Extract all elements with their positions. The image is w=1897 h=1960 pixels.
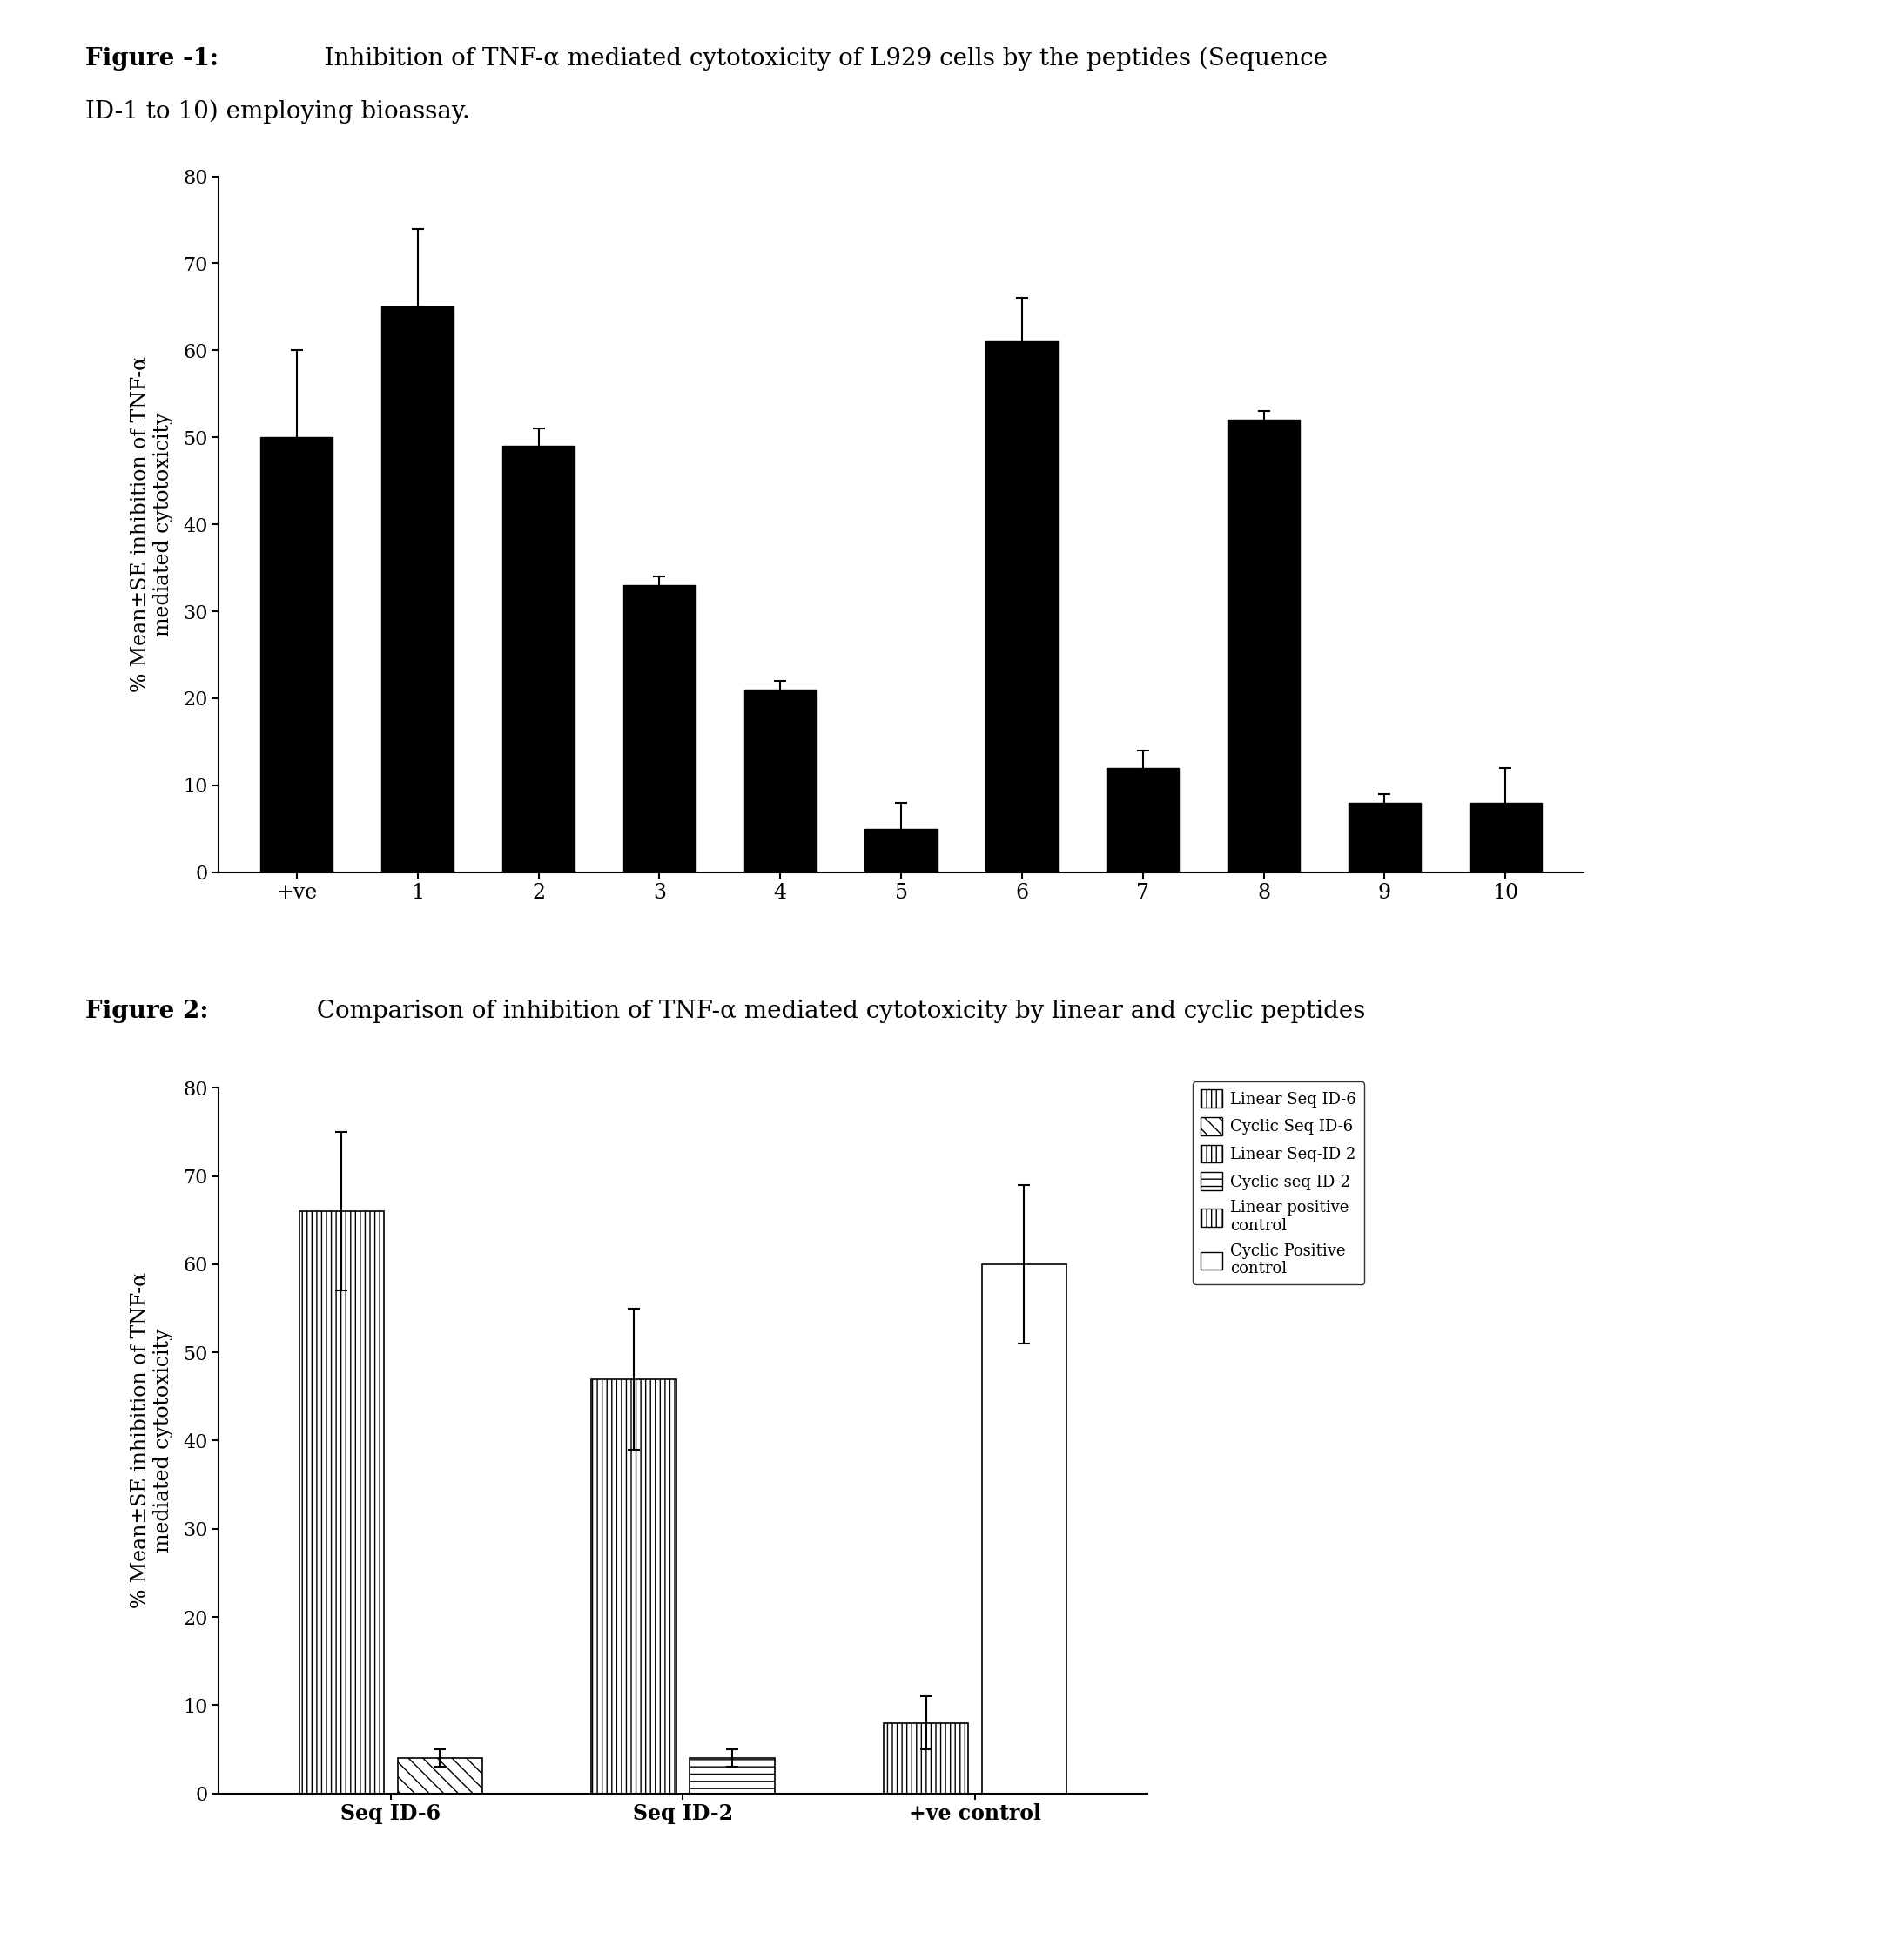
Bar — [986, 341, 1059, 872]
Text: ID-1 to 10) employing bioassay.: ID-1 to 10) employing bioassay. — [85, 100, 470, 123]
Text: Figure 2:: Figure 2: — [85, 1000, 209, 1023]
Bar — [1106, 768, 1180, 872]
Bar — [622, 586, 696, 872]
Bar — [381, 308, 453, 872]
Text: Inhibition of TNF-α mediated cytotoxicity of L929 cells by the peptides (Sequenc: Inhibition of TNF-α mediated cytotoxicit… — [309, 47, 1328, 71]
Bar — [884, 1723, 969, 1793]
Bar — [300, 1211, 385, 1793]
Legend: Linear Seq ID-6, Cyclic Seq ID-6, Linear Seq-ID 2, Cyclic seq-ID-2, Linear posit: Linear Seq ID-6, Cyclic Seq ID-6, Linear… — [1193, 1082, 1364, 1284]
Bar — [744, 690, 816, 872]
Bar — [691, 1758, 774, 1793]
Bar — [1349, 804, 1421, 872]
Bar — [503, 447, 575, 872]
Bar — [1227, 419, 1299, 872]
Y-axis label: % Mean±SE inhibition of TNF-α
mediated cytotoxicity: % Mean±SE inhibition of TNF-α mediated c… — [131, 357, 173, 692]
Text: Figure -1:: Figure -1: — [85, 47, 218, 71]
Bar — [260, 437, 334, 872]
Bar — [398, 1758, 482, 1793]
Bar — [592, 1380, 677, 1793]
Bar — [1468, 804, 1542, 872]
Text: Comparison of inhibition of TNF-α mediated cytotoxicity by linear and cyclic pep: Comparison of inhibition of TNF-α mediat… — [309, 1000, 1366, 1023]
Bar — [865, 829, 937, 872]
Y-axis label: % Mean±SE inhibition of TNF-α
mediated cytotoxicity: % Mean±SE inhibition of TNF-α mediated c… — [131, 1272, 173, 1609]
Bar — [983, 1264, 1066, 1793]
